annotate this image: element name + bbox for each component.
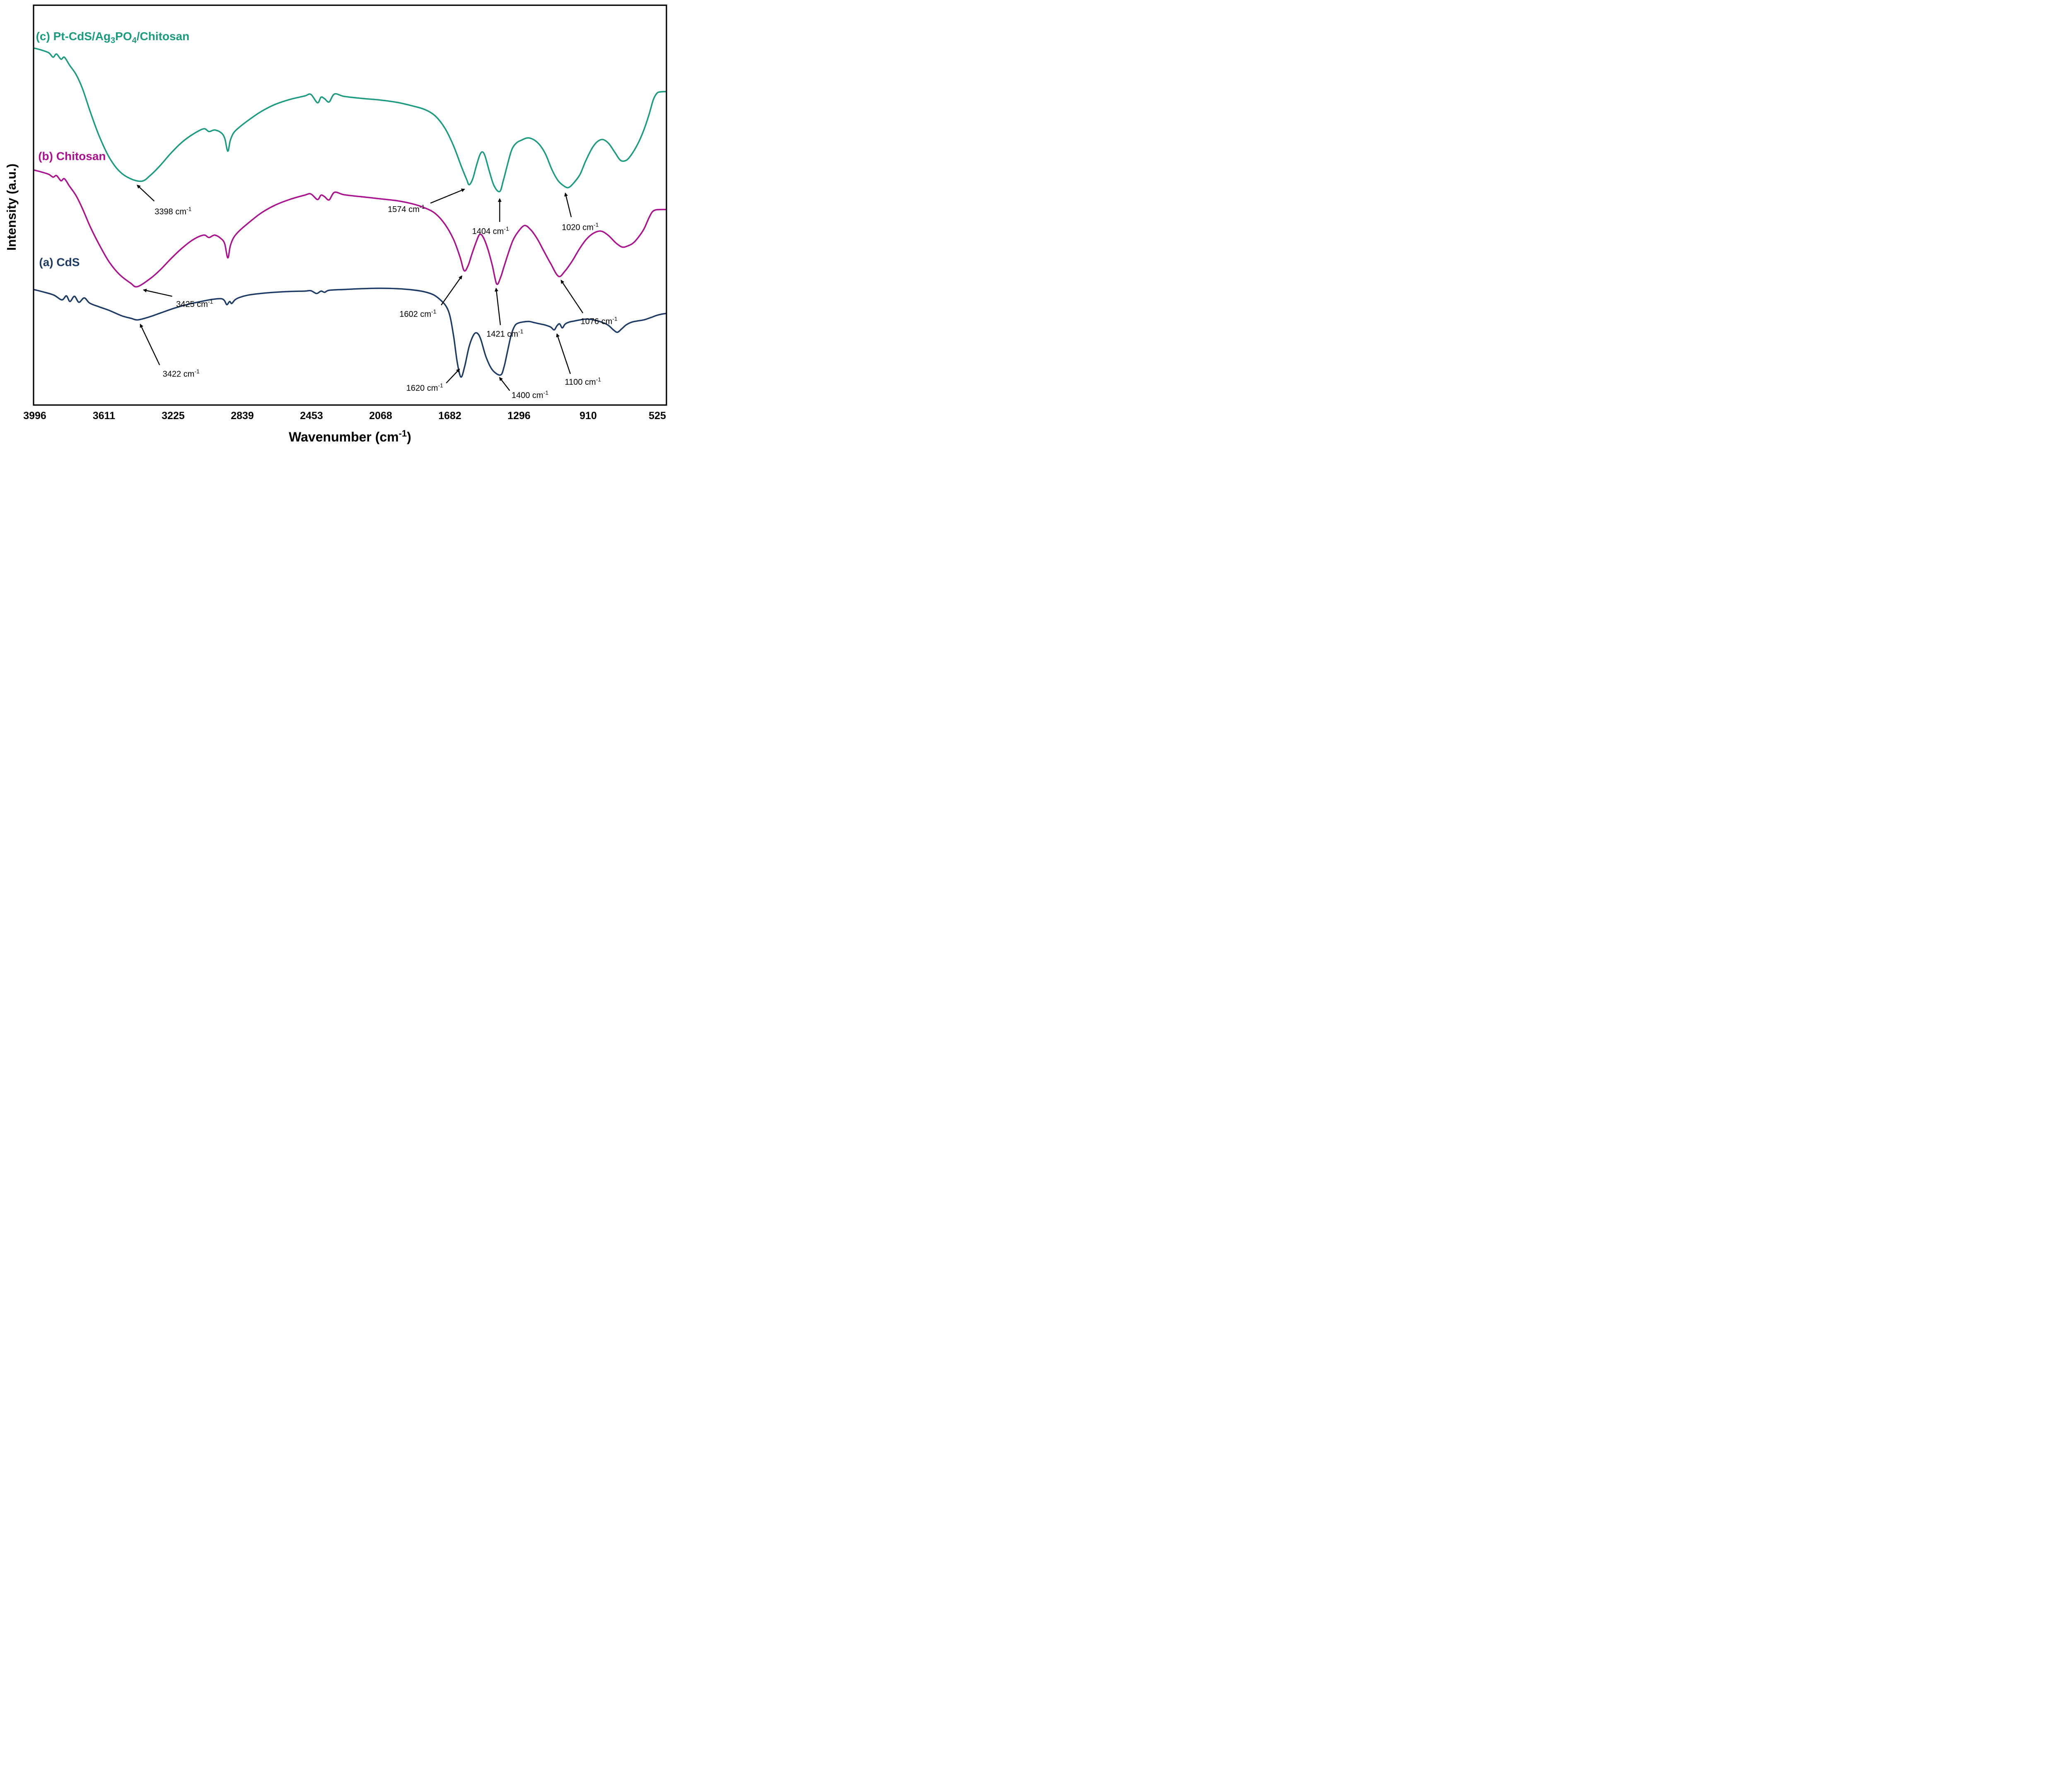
annotation-label-c-3398: 3398 cm-1 — [154, 206, 191, 217]
annotation-label-b-1076: 1076 cm-1 — [581, 315, 618, 326]
annotation-arrow-b-1602 — [441, 275, 462, 306]
annotation-arrow-a-3422 — [140, 323, 160, 365]
x-tick-label-1682: 1682 — [438, 410, 461, 422]
annotation-arrow-b-1076 — [560, 280, 584, 314]
annotation-label-c-1020: 1020 cm-1 — [562, 221, 599, 232]
annotation-label-b-1421: 1421 cm-1 — [486, 328, 523, 339]
series-label-a: (a) CdS — [39, 256, 80, 268]
x-tick-label-2453: 2453 — [300, 410, 323, 422]
series-label-b: (b) Chitosan — [38, 150, 106, 163]
x-tick-label-525: 525 — [649, 410, 666, 422]
y-axis-title: Intensity (a.u.) — [4, 164, 19, 251]
spectrum-curve-b — [34, 169, 666, 288]
series-label-c: (c) Pt-CdS/Ag3PO4/Chitosan — [36, 30, 190, 45]
curves-layer — [34, 47, 666, 378]
x-tick-label-910: 910 — [579, 410, 597, 422]
annotation-label-b-1602: 1602 cm-1 — [399, 308, 436, 319]
annotation-label-c-1574: 1574 cm-1 — [388, 203, 425, 214]
plot-frame — [33, 5, 667, 406]
x-tick-label-2068: 2068 — [369, 410, 392, 422]
x-tick-label-3611: 3611 — [93, 410, 115, 422]
annotation-arrow-a-1620 — [446, 369, 460, 383]
spectra-chart: (c) Pt-CdS/Ag3PO4/Chitosan (b) Chitosan (a… — [0, 0, 673, 448]
annotation-label-a-3422: 3422 cm-1 — [163, 368, 200, 379]
x-axis-title: Wavenumber (cm-1) — [289, 428, 411, 444]
spectrum-curve-a — [34, 287, 666, 378]
ftir-spectra-figure: (c) Pt-CdS/Ag3PO4/Chitosan (b) Chitosan (a… — [0, 0, 673, 448]
x-tick-label-2839: 2839 — [231, 410, 254, 422]
annotation-label-a-1620: 1620 cm-1 — [406, 382, 443, 393]
annotation-label-a-1400: 1400 cm-1 — [512, 389, 548, 400]
x-tick-label-1296: 1296 — [507, 410, 531, 422]
x-tick-label-3996: 3996 — [23, 410, 46, 422]
annotation-arrow-c-1574 — [430, 188, 465, 204]
annotation-arrow-a-1100 — [556, 333, 571, 374]
spectrum-curve-c — [34, 47, 666, 193]
figure-background — [0, 0, 673, 448]
annotation-arrow-b-1421 — [495, 287, 501, 326]
x-tick-label-3225: 3225 — [162, 410, 185, 422]
annotation-arrow-c-1020 — [564, 192, 572, 217]
annotation-label-a-1100: 1100 cm-1 — [565, 376, 601, 387]
annotation-label-c-1404: 1404 cm-1 — [472, 225, 509, 236]
annotation-arrow-a-1400 — [499, 377, 510, 391]
annotation-arrow-c-3398 — [137, 185, 155, 202]
annotation-arrow-b-3425 — [142, 289, 172, 297]
annotation-label-b-3425: 3425 cm-1 — [176, 298, 213, 309]
